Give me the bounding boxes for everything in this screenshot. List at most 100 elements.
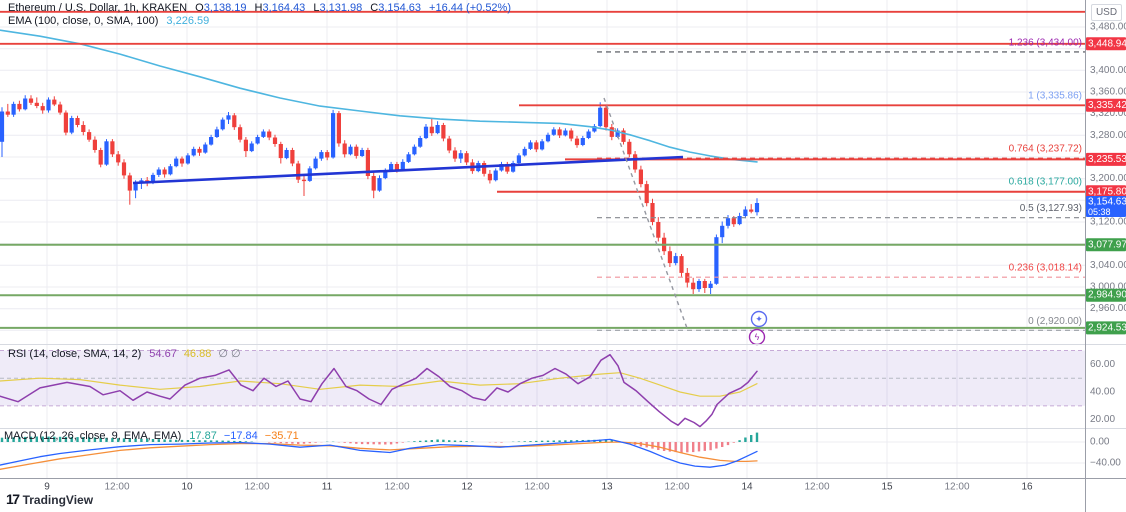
macd-histogram-bar xyxy=(726,442,730,446)
tradingview-logo[interactable]: 17 TradingView xyxy=(6,491,93,507)
macd-histogram-bar xyxy=(76,437,79,442)
macd-histogram-bar xyxy=(198,440,201,442)
macd-legend-row[interactable]: MACD (12, 26, close, 9, EMA, EMA) 17.87 −1… xyxy=(4,430,299,442)
fib-level-label: 1 (3,335.86) xyxy=(1028,91,1082,102)
time-tick-label[interactable]: 13 xyxy=(601,482,613,493)
macd-histogram-bar xyxy=(302,442,306,444)
ema-value: 3,226.59 xyxy=(166,15,210,27)
candle-down xyxy=(394,164,399,170)
macd-histogram-bar xyxy=(209,440,213,442)
rsi-legend-row[interactable]: RSI (14, close, SMA, 14, 2) 54.67 46.88 ∅ ∅ xyxy=(8,347,241,360)
candle-up xyxy=(203,144,208,153)
macd-histogram-bar xyxy=(343,442,346,443)
rsi-tick-label: 40.00 xyxy=(1090,387,1115,398)
time-tick-label[interactable]: 12 xyxy=(461,482,473,493)
time-tick-label[interactable]: 9 xyxy=(44,482,50,493)
candle-up xyxy=(156,169,161,175)
ascending-trendline[interactable] xyxy=(132,155,684,185)
candle-up xyxy=(458,153,463,159)
macd-histogram-bar xyxy=(314,442,317,443)
candle-up xyxy=(615,130,620,137)
time-tick-label[interactable]: 12:00 xyxy=(384,482,409,493)
candle-up xyxy=(725,218,731,226)
macd-histogram-bar xyxy=(122,438,126,442)
time-tick-label[interactable]: 16 xyxy=(1021,482,1033,493)
macd-histogram-bar xyxy=(6,437,9,442)
macd-histogram-bar xyxy=(378,442,381,445)
candle-down xyxy=(667,251,672,264)
candle-up xyxy=(412,146,417,155)
macd-histogram-bar xyxy=(744,437,747,442)
candle-up xyxy=(540,141,545,150)
price-tick-label: 3,400.00 xyxy=(1090,65,1126,76)
candle-up xyxy=(389,164,394,171)
macd-histogram-bar xyxy=(755,432,759,442)
price-chip xyxy=(1086,152,1126,166)
macd-histogram-bar xyxy=(750,435,753,442)
lightning-drawing-icon-glyph: ϟ xyxy=(755,332,760,342)
candle-down xyxy=(92,139,97,150)
rsi-tick-label: 60.00 xyxy=(1090,359,1115,370)
price-axis-unit-toggle[interactable]: USD xyxy=(1091,4,1122,21)
star-drawing-icon-glyph: ✦ xyxy=(755,314,763,324)
macd-histogram-bar xyxy=(448,440,451,442)
candle-up xyxy=(696,281,702,290)
time-tick-label[interactable]: 10 xyxy=(181,482,193,493)
candle-up xyxy=(563,130,568,136)
time-tick-label[interactable]: 11 xyxy=(322,482,333,493)
macd-signal-value: −35.71 xyxy=(264,430,299,442)
rsi-title: RSI (14, close, SMA, 14, 2) xyxy=(8,348,142,360)
macd-histogram-bar xyxy=(111,438,114,442)
macd-histogram-bar xyxy=(662,442,666,451)
candle-down xyxy=(110,141,115,155)
time-tick-label[interactable]: 12:00 xyxy=(524,482,549,493)
macd-histogram-bar xyxy=(227,440,230,442)
time-tick-label[interactable]: 12:00 xyxy=(664,482,689,493)
change-value: +16.44 (+0.52%) xyxy=(429,2,511,14)
macd-histogram-bar xyxy=(657,442,660,450)
candle-up xyxy=(214,129,219,137)
ema-legend-row[interactable]: EMA (100, close, 0, SMA, 100) 3,226.59 xyxy=(8,15,209,27)
ema-line[interactable] xyxy=(0,29,758,163)
high-value: 3,164.43 xyxy=(262,2,306,14)
macd-histogram-bar xyxy=(453,440,457,442)
candle-down xyxy=(365,150,370,176)
symbol-legend-row[interactable]: Ethereum / U.S. Dollar, 1h, KRAKEN O3,138… xyxy=(8,2,511,14)
tradingview-logo-mark: 17 xyxy=(6,491,20,507)
candle-down xyxy=(638,169,643,185)
macd-histogram-bar xyxy=(517,441,521,442)
macd-histogram-bar xyxy=(41,436,44,442)
macd-histogram-bar xyxy=(372,442,375,445)
time-tick-label[interactable]: 12:00 xyxy=(244,482,269,493)
candle-down xyxy=(272,137,278,144)
macd-histogram-bar xyxy=(117,438,120,442)
candle-down xyxy=(278,144,283,159)
candle-up xyxy=(249,143,254,152)
macd-histogram-bar xyxy=(221,440,224,442)
macd-histogram-bar xyxy=(715,442,718,449)
candle-up xyxy=(580,138,585,145)
symbol-title: Ethereum / U.S. Dollar, 1h, KRAKEN xyxy=(8,2,188,14)
macd-histogram-bar xyxy=(268,442,271,443)
time-tick-label[interactable]: 14 xyxy=(741,482,753,493)
time-tick-label[interactable]: 12:00 xyxy=(104,482,129,493)
candle-up xyxy=(261,131,266,137)
time-tick-label[interactable]: 12:00 xyxy=(944,482,969,493)
macd-histogram-bar xyxy=(244,441,248,442)
candle-up xyxy=(714,237,719,284)
macd-histogram-bar xyxy=(308,442,311,444)
macd-histogram-bar xyxy=(82,437,85,442)
macd-tick-label: −40.00 xyxy=(1090,458,1121,469)
time-tick-label[interactable]: 15 xyxy=(881,482,893,493)
macd-histogram-bar xyxy=(18,437,21,442)
macd-histogram-bar xyxy=(366,442,370,445)
macd-histogram-bar xyxy=(424,440,428,442)
star-drawing-icon[interactable] xyxy=(750,310,768,328)
macd-histogram-bar xyxy=(58,436,62,442)
macd-histogram-bar xyxy=(215,440,219,442)
time-tick-label[interactable]: 12:00 xyxy=(804,482,829,493)
breakdown-trendline[interactable] xyxy=(603,97,689,332)
macd-histogram-bar xyxy=(668,442,672,452)
macd-histogram-bar xyxy=(163,439,166,442)
